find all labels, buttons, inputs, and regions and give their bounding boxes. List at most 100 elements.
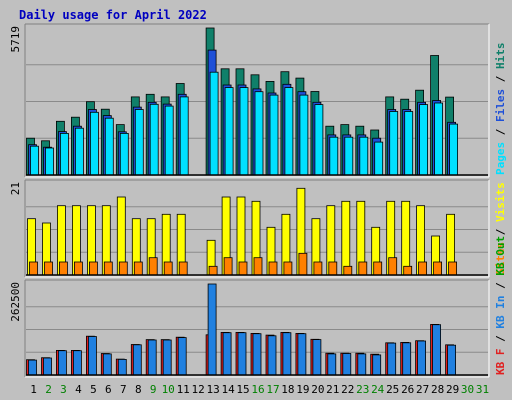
bar-pages-day-10 (164, 105, 174, 176)
bar-sites-day-26 (403, 265, 413, 276)
bar-sites-day-1 (29, 261, 38, 276)
x-tick-label: 12 (191, 383, 204, 396)
bar-kb-in-day-22 (342, 353, 352, 376)
bar-kb-in-day-24 (372, 354, 382, 376)
panel-kb-in-out: 262500 KB F / KB In / KB Out (9, 236, 507, 378)
bar-kb-in-day-1 (28, 359, 37, 376)
legend-kb-f: KB F (494, 349, 507, 376)
legend-separator: / (494, 329, 507, 349)
bar-sites-day-13 (208, 265, 218, 276)
legend: KB F / KB In / KB Out (494, 236, 507, 375)
chart-title: Daily usage for April 2022 (19, 8, 207, 22)
x-tick-label: 22 (341, 383, 354, 396)
x-tick-label: 21 (326, 383, 339, 396)
bar-sites-day-2 (44, 261, 53, 276)
bar-sites-day-19 (298, 252, 308, 276)
bar-pages-day-14 (224, 87, 234, 176)
bar-kb-in-day-4 (73, 350, 82, 376)
bar-kb-in-day-9 (147, 339, 157, 376)
x-axis-labels: 1 2 3 4 5 6 7 8 9 10 11 12 13 14 15 16 17 18 19 20 21 22 23 24 2… (30, 383, 489, 396)
bar-pages-day-23 (359, 136, 369, 176)
x-tick-label: 7 (120, 383, 127, 396)
bar-sites-day-21 (328, 261, 338, 276)
bar-kb-in-day-7 (117, 358, 127, 376)
legend-pages: Pages (494, 142, 507, 175)
x-tick-label: 13 (206, 383, 219, 396)
legend: Pages / Files / Hits (494, 43, 507, 176)
bar-pages-day-24 (374, 141, 384, 176)
x-tick-label: 2 (45, 383, 52, 396)
bar-pages-day-13 (209, 71, 219, 176)
bar-sites-day-7 (118, 261, 128, 276)
bar-kb-in-day-19 (297, 333, 307, 376)
x-tick-label: 10 (162, 383, 175, 396)
bar-pages-day-26 (404, 111, 414, 176)
bar-sites-day-20 (313, 261, 323, 276)
bar-pages-day-17 (269, 94, 279, 176)
x-tick-label: 18 (281, 383, 294, 396)
bar-pages-day-16 (254, 91, 264, 176)
bar-kb-in-day-17 (267, 335, 277, 376)
bar-sites-day-3 (59, 261, 68, 276)
bar-visits-day-22 (341, 200, 351, 276)
bar-kb-in-day-28 (432, 324, 442, 376)
bar-pages-day-27 (419, 104, 429, 176)
legend-separator: / (494, 222, 507, 242)
bar-sites-day-28 (433, 261, 443, 276)
bar-pages-day-8 (134, 109, 144, 176)
x-tick-label: 30 (461, 383, 474, 396)
bar-kb-in-day-11 (177, 337, 187, 376)
bar-kb-in-day-6 (102, 353, 112, 376)
bar-pages-day-1 (30, 145, 39, 176)
bar-kb-in-day-16 (252, 333, 262, 376)
x-tick-label: 26 (401, 383, 414, 396)
x-tick-label: 29 (446, 383, 459, 396)
bar-kb-in-day-10 (162, 339, 172, 376)
bar-kb-in-day-5 (88, 336, 97, 376)
x-tick-label: 14 (221, 383, 235, 396)
legend-separator: / (494, 122, 507, 142)
chart-panels: 5719 Pages / Files / Hits 21 Sites / Visits… (9, 23, 507, 378)
x-tick-label: 6 (105, 383, 112, 396)
bar-sites-day-5 (89, 261, 98, 276)
legend: Sites / Visits (494, 182, 507, 275)
legend-kb-in: KB In (494, 296, 507, 329)
legend-separator: / (494, 276, 507, 296)
bar-kb-in-day-18 (282, 332, 292, 376)
bar-pages-day-7 (119, 132, 129, 176)
legend-hits: Hits (494, 43, 507, 70)
bar-kb-in-day-27 (417, 340, 427, 376)
bar-kb-in-day-2 (43, 357, 52, 376)
legend-sites: Sites (494, 242, 507, 275)
legend-visits: Visits (494, 182, 507, 222)
y-max-label: 21 (9, 182, 22, 195)
bar-sites-day-23 (358, 261, 368, 276)
bar-pages-day-25 (389, 111, 399, 176)
bar-pages-day-21 (329, 136, 339, 176)
bar-sites-day-4 (74, 261, 83, 276)
bar-sites-day-8 (133, 261, 143, 276)
x-tick-label: 4 (75, 383, 82, 396)
bar-pages-day-18 (284, 87, 294, 176)
bar-kb-in-day-26 (402, 342, 412, 376)
x-tick-label: 28 (431, 383, 444, 396)
bar-visits-day-26 (401, 200, 411, 276)
bar-sites-day-17 (268, 261, 278, 276)
x-tick-label: 3 (60, 383, 67, 396)
bar-kb-in-day-21 (327, 353, 337, 376)
x-tick-label: 9 (150, 383, 157, 396)
bar-pages-day-19 (299, 94, 309, 176)
y-max-label: 262500 (9, 282, 22, 322)
bar-kb-in-day-14 (222, 332, 232, 376)
x-tick-label: 17 (266, 383, 279, 396)
bar-kb-in-day-8 (132, 344, 142, 376)
bar-sites-day-22 (343, 265, 353, 276)
bar-pages-day-29 (449, 123, 459, 176)
bar-sites-day-10 (163, 261, 173, 276)
bar-kb-in-day-13 (207, 283, 217, 376)
panel-visits-sites: 21 Sites / Visits (9, 179, 507, 278)
bar-kb-in-day-29 (447, 344, 457, 376)
bar-sites-day-18 (283, 261, 293, 276)
bar-sites-day-14 (223, 257, 233, 276)
x-tick-label: 8 (135, 383, 142, 396)
